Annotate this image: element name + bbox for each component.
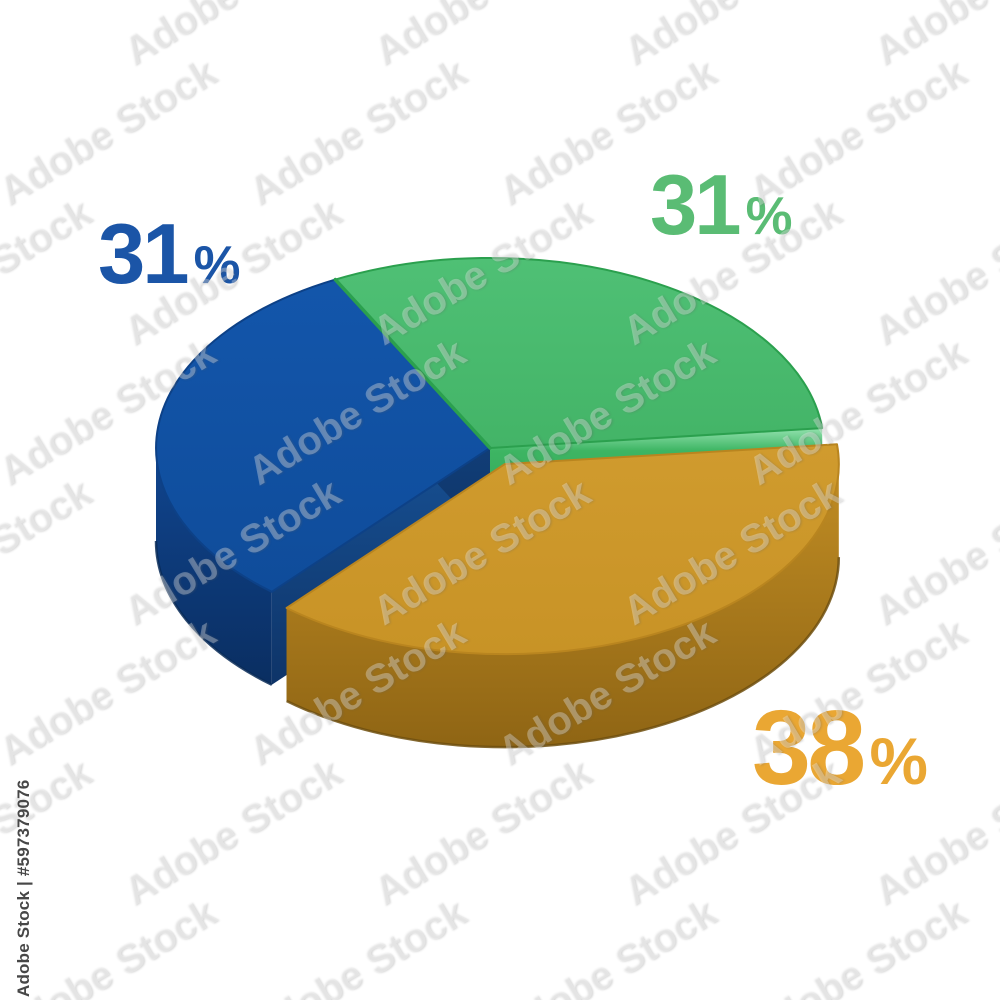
blue-percent-sign: % — [193, 236, 241, 295]
green-slice-value: 31 — [650, 158, 742, 253]
stock-credit-text: Adobe Stock | #597379076 — [14, 779, 33, 997]
yellow-percent-sign: % — [869, 725, 928, 798]
yellow-slice-value: 38 — [752, 689, 866, 807]
green-slice-label: 31% — [650, 163, 792, 248]
green-percent-sign: % — [745, 187, 793, 246]
blue-slice-label: 31% — [98, 212, 240, 297]
yellow-slice-label: 38% — [752, 695, 928, 801]
blue-slice-value: 31 — [98, 207, 190, 302]
